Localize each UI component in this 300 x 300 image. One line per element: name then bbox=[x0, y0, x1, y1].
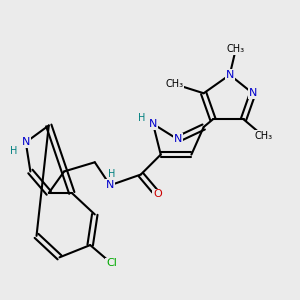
Text: CH₃: CH₃ bbox=[166, 79, 184, 89]
Text: N: N bbox=[249, 88, 257, 98]
Text: CH₃: CH₃ bbox=[227, 44, 245, 54]
Text: H: H bbox=[138, 113, 145, 123]
Text: H: H bbox=[11, 146, 18, 156]
Text: N: N bbox=[22, 137, 30, 147]
Text: N: N bbox=[226, 70, 234, 80]
Text: N: N bbox=[173, 134, 182, 144]
Text: N: N bbox=[106, 180, 114, 190]
Text: CH₃: CH₃ bbox=[254, 131, 272, 141]
Text: Cl: Cl bbox=[106, 259, 117, 269]
Text: O: O bbox=[153, 190, 162, 200]
Text: H: H bbox=[108, 169, 115, 178]
Text: N: N bbox=[149, 119, 157, 129]
